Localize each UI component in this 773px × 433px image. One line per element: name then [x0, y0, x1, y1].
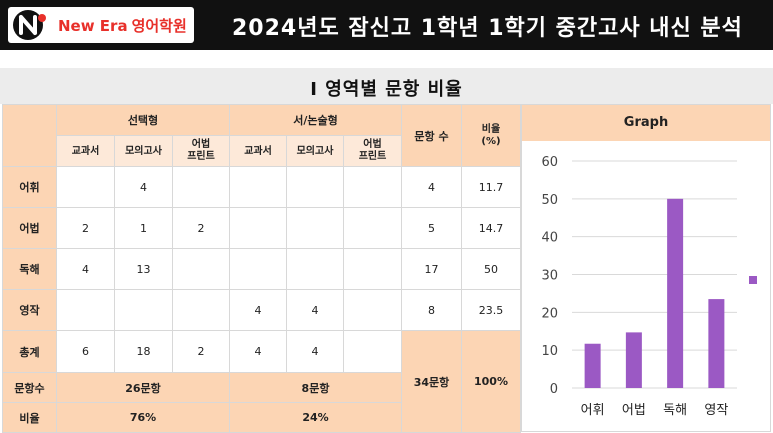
graph-panel: Graph 0 10 20 30 40 50 60 어휘 어법 독해 영작	[521, 104, 771, 432]
table-cell	[343, 166, 402, 208]
chart-category-label: 어휘	[581, 403, 605, 418]
table-cell	[56, 289, 115, 331]
table-cell: 13	[114, 248, 173, 290]
table-cell	[343, 207, 402, 249]
ratio-cell: 11.7	[461, 166, 521, 208]
essay-count-cell: 8문항	[229, 372, 402, 403]
count-cell: 5	[401, 207, 462, 249]
chart-category-label: 어법	[622, 403, 646, 418]
row-label: 문항수	[2, 372, 57, 403]
logo: New Era 영어학원	[8, 7, 194, 43]
analysis-table: 선택형 서/논술형 문항 수 비율 (%) 교과서 모의고사 어법 프린트 교과…	[2, 104, 521, 433]
table-cell: 4	[114, 166, 173, 208]
chart-legend-marker	[749, 276, 757, 284]
row-label: 어법	[2, 207, 57, 249]
section-header: Ⅰ 영역별 문항 비율	[0, 68, 773, 104]
chart-y-tick-label: 60	[541, 155, 558, 170]
chart-category-label: 영작	[704, 403, 728, 418]
sub-mock: 모의고사	[286, 135, 344, 167]
new-era-logo-icon	[13, 10, 46, 40]
count-cell: 17	[401, 248, 462, 290]
chart-y-tick-label: 50	[541, 193, 558, 208]
choice-group-header: 선택형	[56, 104, 230, 136]
table-cell	[172, 289, 230, 331]
count-cell: 8	[401, 289, 462, 331]
chart-bar	[584, 343, 601, 388]
count-cell: 4	[401, 166, 462, 208]
table-cell: 4	[56, 248, 115, 290]
table-cell	[114, 289, 173, 331]
chart-y-tick-label: 10	[541, 344, 558, 359]
ratio-cell: 50	[461, 248, 521, 290]
essay-group-header: 서/논술형	[229, 104, 402, 136]
table-cell	[229, 248, 287, 290]
table-cell: 4	[229, 289, 287, 331]
table-cell	[343, 289, 402, 331]
table-cell	[286, 207, 344, 249]
choice-ratio-cell: 76%	[56, 402, 230, 433]
ratio-cell: 23.5	[461, 289, 521, 331]
chart-bar	[667, 198, 684, 388]
table-cell	[172, 166, 230, 208]
chart-category-label: 독해	[663, 403, 687, 418]
sub-grammar-print: 어법 프린트	[172, 135, 230, 167]
graph-title: Graph	[522, 105, 770, 141]
corner-cell	[2, 104, 57, 167]
chart-y-tick-label: 30	[541, 269, 558, 284]
row-label: 총계	[2, 330, 57, 373]
table-cell	[229, 166, 287, 208]
total-count-cell: 34문항	[401, 330, 462, 433]
sub-textbook: 교과서	[56, 135, 115, 167]
header-bar: New Era 영어학원 2024년도 잠신고 1학년 1학기 중간고사 내신 분…	[0, 0, 773, 50]
table-cell: 1	[114, 207, 173, 249]
row-label: 어휘	[2, 166, 57, 208]
table-cell: 6	[56, 330, 115, 373]
table-cell: 2	[172, 207, 230, 249]
row-label: 독해	[2, 248, 57, 290]
table-cell	[56, 166, 115, 208]
ratio-cell: 14.7	[461, 207, 521, 249]
sub-grammar-print: 어법 프린트	[343, 135, 402, 167]
table-cell	[286, 248, 344, 290]
count-header: 문항 수	[401, 104, 462, 167]
chart-y-tick-label: 20	[541, 306, 558, 321]
table-cell	[343, 330, 402, 373]
logo-text: New Era 영어학원	[58, 17, 187, 35]
chart-y-tick-label: 0	[550, 382, 558, 397]
table-cell: 4	[229, 330, 287, 373]
page-title: 2024년도 잠신고 1학년 1학기 중간고사 내신 분석	[232, 16, 743, 41]
chart-y-tick-label: 40	[541, 231, 558, 246]
total-ratio-cell: 100%	[461, 330, 521, 433]
table-cell: 18	[114, 330, 173, 373]
sub-textbook: 교과서	[229, 135, 287, 167]
table-cell: 2	[172, 330, 230, 373]
essay-ratio-cell: 24%	[229, 402, 402, 433]
table-cell: 2	[56, 207, 115, 249]
table-cell: 4	[286, 330, 344, 373]
table-cell: 4	[286, 289, 344, 331]
table-cell	[343, 248, 402, 290]
choice-count-cell: 26문항	[56, 372, 230, 403]
sub-mock: 모의고사	[114, 135, 173, 167]
bar-chart: 0 10 20 30 40 50 60 어휘 어법 독해 영작	[541, 155, 757, 418]
table-cell	[172, 248, 230, 290]
chart-bar	[708, 299, 725, 388]
chart-bar	[625, 332, 642, 388]
row-label: 비율	[2, 402, 57, 433]
row-label: 영작	[2, 289, 57, 331]
table-cell	[286, 166, 344, 208]
section-title: Ⅰ 영역별 문항 비율	[310, 79, 463, 100]
ratio-header: 비율 (%)	[461, 104, 521, 167]
table-cell	[229, 207, 287, 249]
